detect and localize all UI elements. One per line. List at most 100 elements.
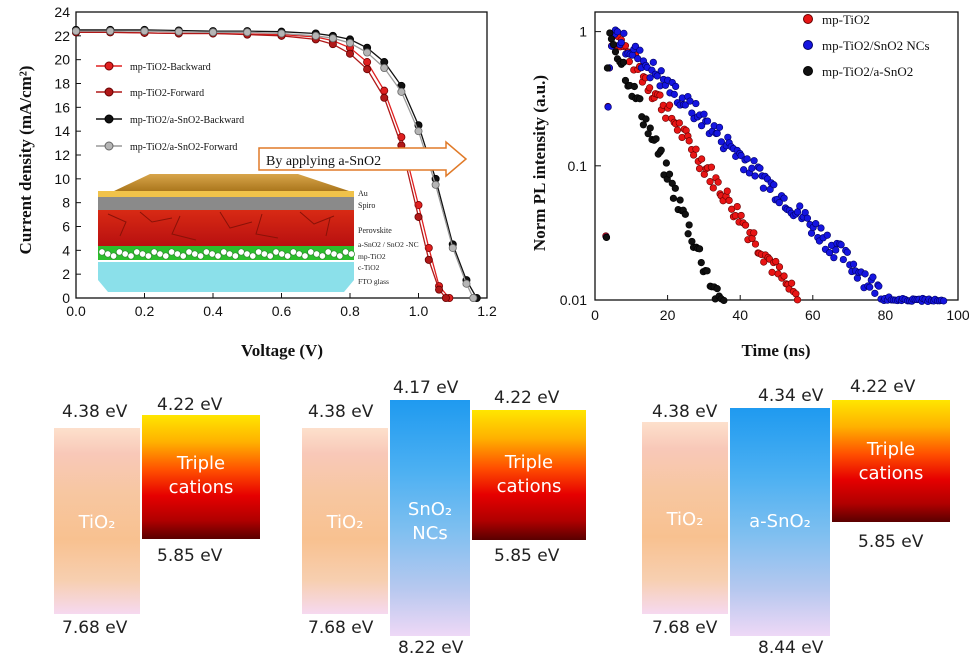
pl-data-point [866, 283, 874, 291]
pl-ylabel: Norm PL intensity (a.u.) [530, 75, 549, 251]
jv-data-point [345, 38, 354, 47]
jv-y-tick-label: 8 [62, 195, 70, 211]
tio2-nanoparticle [197, 252, 205, 260]
a-sno2-cb-level: 4.34 eV [758, 386, 824, 406]
pl-data-point [692, 99, 700, 108]
jv-data-point [345, 49, 354, 58]
legend-label: mp-TiO2-Forward [130, 88, 204, 99]
jv-data-point [311, 31, 320, 40]
perovskite-cb-level: 4.22 eV [850, 377, 916, 397]
pl-data-point [665, 101, 674, 109]
jv-x-tick-label: 1.2 [477, 303, 497, 319]
jv-x-tick-label: 0.4 [203, 303, 223, 319]
jv-y-tick-label: 22 [54, 28, 70, 44]
sno2-label-line: NCs [412, 523, 448, 544]
perovskite-vb-level: 5.85 eV [494, 546, 560, 566]
jv-data-point [72, 27, 81, 36]
jv-y-tick-label: 14 [54, 123, 70, 139]
jv-y-tick-label: 0 [62, 290, 70, 306]
pl-data-point [656, 91, 664, 99]
fto-glass-layer [98, 262, 354, 292]
tio2-nanoparticle [336, 252, 344, 260]
perovskite-layer [98, 210, 354, 246]
pl-data-point [871, 289, 879, 297]
pl-data-point [697, 122, 706, 130]
jv-legend: mp-TiO2-Backward mp-TiO2-Forward mp-TiO2… [96, 61, 244, 153]
pl-data-point [750, 157, 758, 165]
pl-data-point [652, 135, 660, 143]
tio2-nanoparticle [144, 252, 152, 260]
perovskite-vb-level: 5.85 eV [157, 546, 223, 566]
inset-label-au: Au [358, 189, 368, 198]
perovskite-band [142, 415, 260, 539]
pl-data-point [740, 166, 748, 174]
pl-data-point [613, 28, 622, 36]
pl-data-point [759, 184, 767, 192]
jv-ylabel: Current density (mA/cm²) [16, 66, 35, 255]
jv-data-point [106, 27, 115, 36]
perovskite-label-line: Triple [176, 453, 226, 474]
tio2-nanoparticle [179, 252, 187, 260]
pl-data-point [703, 117, 712, 125]
perovskite-label-line: Triple [504, 452, 554, 473]
pl-data-point [775, 263, 784, 271]
tio2-nanoparticle [214, 252, 222, 260]
legend-label: mp-TiO2/SnO2 NCs [822, 38, 930, 53]
pl-data-point [780, 272, 788, 280]
pl-data-point [792, 290, 800, 298]
pl-data-point [715, 123, 724, 131]
pl-data-point [830, 254, 838, 262]
tio2-nanoparticle [249, 252, 257, 260]
pl-data-point [688, 237, 696, 246]
tio2-band-label: TiO₂ [326, 512, 364, 533]
jv-data-point [462, 279, 471, 288]
tio2-vb-level: 7.68 eV [62, 618, 128, 638]
jv-y-tick-label: 2 [62, 266, 70, 282]
pl-data-point [737, 211, 745, 220]
perovskite-band [832, 400, 950, 522]
pl-data-point [698, 155, 706, 163]
tio2-band [302, 428, 388, 614]
tio2-nanoparticle [347, 250, 355, 258]
perovskite-band [472, 410, 586, 540]
tio2-nanoparticle [162, 252, 170, 260]
jv-series-line [76, 30, 474, 299]
tio2-nanoparticle [127, 252, 135, 260]
pl-data-point [875, 282, 883, 290]
pl-data-point [606, 29, 614, 37]
au-edge [98, 191, 354, 197]
pl-data-point [750, 229, 758, 237]
jv-data-point [441, 293, 450, 302]
pl-data-point [793, 296, 802, 304]
tio2-vb-level: 7.68 eV [308, 618, 374, 638]
jv-data-point [397, 87, 406, 96]
pl-data-point [803, 214, 812, 222]
pl-data-point [646, 84, 654, 92]
pl-data-point [770, 181, 778, 189]
jv-x-tick-label: 0.2 [135, 303, 155, 319]
jv-data-point [424, 255, 433, 264]
legend-label: mp-TiO2/a-SnO2-Forward [130, 142, 237, 153]
jv-data-point [435, 285, 444, 294]
jv-x-tick-label: 0.6 [272, 303, 292, 319]
pl-data-point [849, 260, 858, 268]
pl-data-point [725, 196, 733, 205]
jv-data-point [363, 65, 372, 74]
pl-chart: 0 20 40 60 80 100 0.01 0.1 1 mp-TiO2 mp-TiO2/SnO… [530, 11, 969, 360]
jv-data-point [140, 27, 149, 36]
sno2-cb-level: 4.17 eV [393, 378, 459, 398]
pl-data-point [940, 297, 948, 305]
pl-data-point [665, 170, 674, 178]
pl-data-point [662, 159, 670, 167]
tio2-nanoparticle [284, 252, 292, 260]
perovskite-cb-level: 4.22 eV [157, 395, 223, 415]
pl-data-point [861, 270, 869, 278]
pl-data-point [760, 258, 768, 266]
perovskite-label-line: Triple [866, 439, 916, 460]
pl-data-point [642, 115, 650, 123]
inset-label-perovskite: Perovskite [358, 226, 392, 235]
a-sno2-label-line: a-SnO₂ [749, 511, 811, 532]
pl-x-tick-label: 40 [732, 307, 748, 323]
pl-y-tick-label: 1 [579, 24, 587, 40]
